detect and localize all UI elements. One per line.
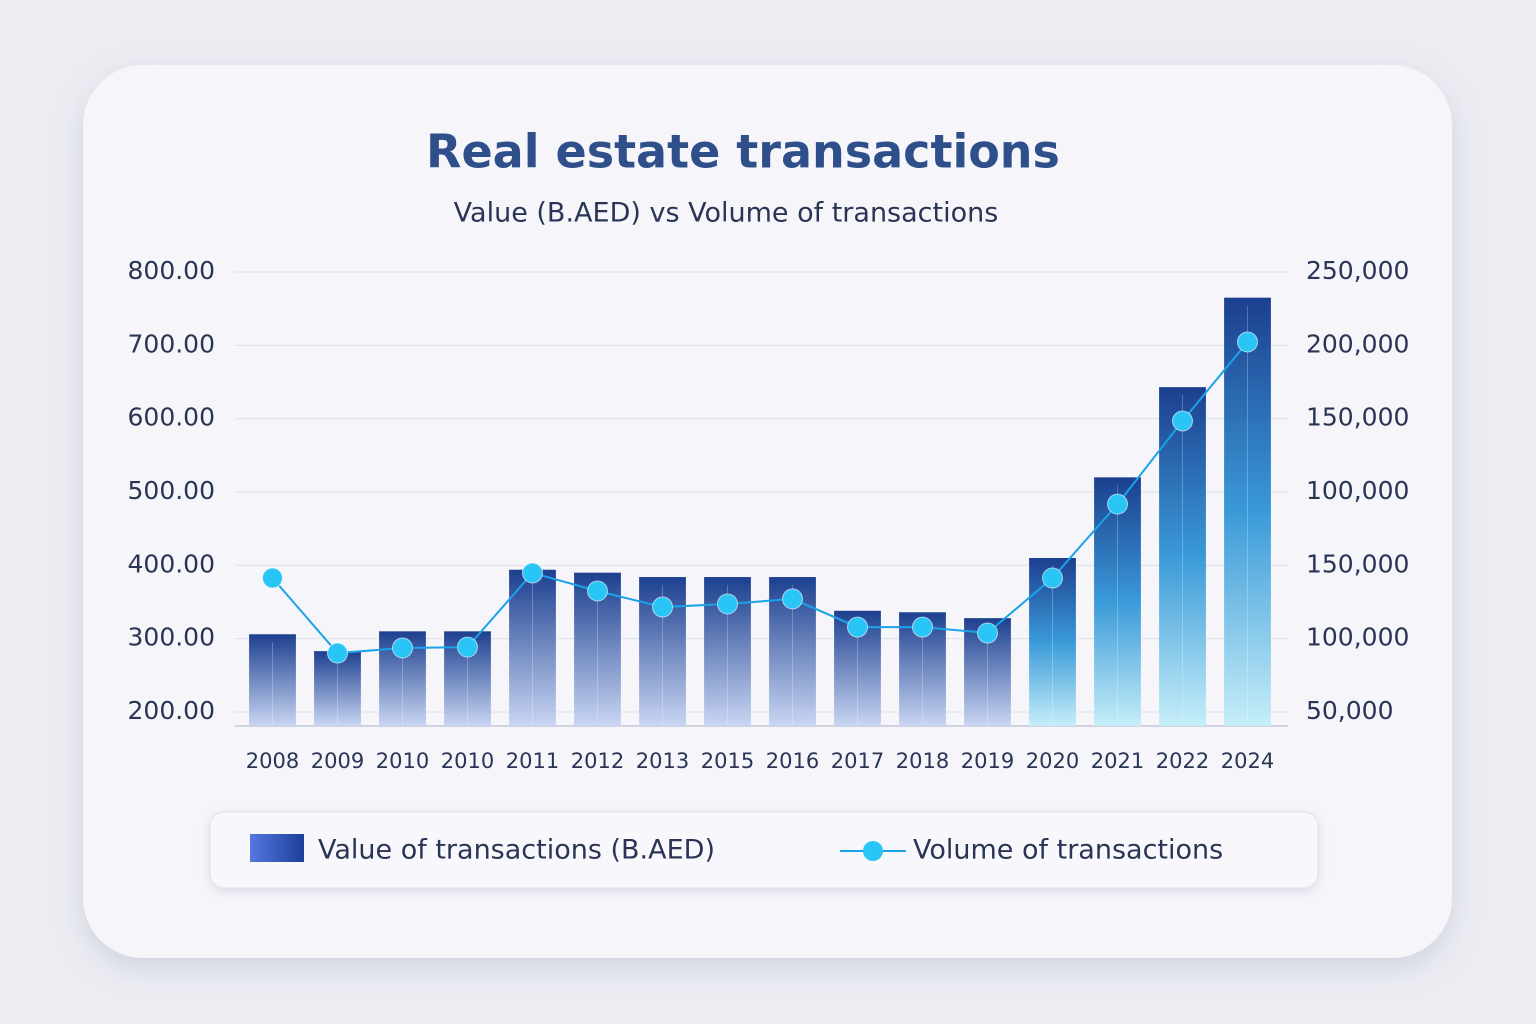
point <box>522 562 543 584</box>
y-tick-label: 400.00 <box>128 549 215 578</box>
legend-label: Volume of transactions <box>913 835 1223 866</box>
bar <box>1224 297 1271 726</box>
x-tick-label: 2011 <box>506 749 559 773</box>
y2-tick-label: 100,000 <box>1306 623 1409 652</box>
x-tick-label: 2013 <box>636 749 689 773</box>
bar <box>509 569 556 726</box>
point <box>1237 331 1258 353</box>
point <box>262 567 283 589</box>
y2-tick-label: 100,000 <box>1306 476 1409 505</box>
y-tick-label: 600.00 <box>128 403 215 432</box>
x-tick-label: 2017 <box>831 749 884 773</box>
bar <box>249 634 296 726</box>
line <box>271 341 1249 655</box>
legend <box>209 811 1319 889</box>
x-tick-label: 2008 <box>246 749 299 773</box>
legend-label: Value of transactions (B.AED) <box>318 835 715 866</box>
card <box>83 65 1452 958</box>
y2-tick-label: 150,000 <box>1306 403 1409 432</box>
y-tick-label: 500.00 <box>128 476 215 505</box>
point <box>977 622 998 644</box>
x-tick-label: 2009 <box>311 749 364 773</box>
bar <box>314 651 361 726</box>
y-tick-label: 200.00 <box>128 696 215 725</box>
point <box>457 636 478 658</box>
x-tick-label: 2016 <box>766 749 819 773</box>
point <box>717 593 738 615</box>
x-tick-label: 2020 <box>1026 749 1079 773</box>
legend-dot <box>863 841 883 861</box>
point <box>327 642 348 664</box>
chart-subtitle: Value (B.AED) vs Volume of transactions <box>454 198 999 229</box>
point <box>652 596 673 618</box>
x-tick-label: 2018 <box>896 749 949 773</box>
x-tick-label: 2022 <box>1156 749 1209 773</box>
x-tick-label: 2015 <box>701 749 754 773</box>
point <box>392 637 413 659</box>
point <box>782 588 803 610</box>
x-tick-label: 2010 <box>376 749 429 773</box>
y2-tick-label: 50,000 <box>1306 696 1393 725</box>
y2-tick-label: 200,000 <box>1306 329 1409 358</box>
x-tick-label: 2010 <box>441 749 494 773</box>
bar <box>1094 477 1141 726</box>
point <box>587 580 608 602</box>
legend-swatch <box>250 834 304 862</box>
y2-tick-label: 150,000 <box>1306 549 1409 578</box>
x-tick-label: 2019 <box>961 749 1014 773</box>
x-tick-label: 2012 <box>571 749 624 773</box>
point <box>847 616 868 638</box>
point <box>1107 493 1128 515</box>
bar <box>1159 387 1206 726</box>
point <box>1172 410 1193 432</box>
point <box>1042 567 1063 589</box>
x-tick-label: 2021 <box>1091 749 1144 773</box>
y-tick-label: 300.00 <box>128 623 215 652</box>
y-tick-label: 800.00 <box>128 256 215 285</box>
x-tick-label: 2024 <box>1221 749 1274 773</box>
chart-title: Real estate transactions <box>426 125 1060 179</box>
point <box>912 616 933 638</box>
y-tick-label: 700.00 <box>128 329 215 358</box>
y2-tick-label: 250,000 <box>1306 256 1409 285</box>
